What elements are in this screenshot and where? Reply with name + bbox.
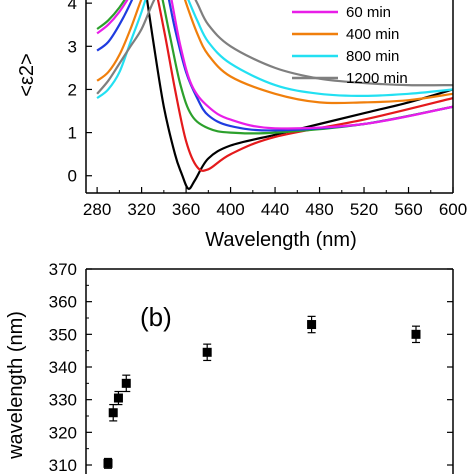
x-tick-label: 360 [172, 200, 200, 219]
y-tick-label: 1 [68, 124, 77, 143]
y-tick-label: 330 [49, 391, 77, 410]
y-tick-label: 340 [49, 358, 77, 377]
legend-label: 60 min [346, 4, 391, 21]
x-tick-label: 560 [394, 200, 422, 219]
legend-label: 400 min [346, 26, 399, 43]
legend-label: 1200 min [346, 70, 408, 87]
series-line-2 [96, 0, 453, 135]
y-tick-label: 320 [49, 423, 77, 442]
series-line-7 [96, 0, 453, 95]
series-line-0 [145, 0, 453, 190]
series-line-3 [96, 0, 453, 132]
panel-a-x-axis-title: Wavelength (nm) [205, 229, 357, 251]
data-point [411, 329, 421, 339]
data-point [202, 347, 212, 357]
legend-label: 800 min [346, 48, 399, 65]
y-tick-label: 370 [49, 260, 77, 279]
series-line-5 [96, 0, 453, 105]
y-tick-label: 310 [49, 456, 77, 474]
y-tick-label: 0 [68, 167, 77, 186]
series-line-6 [96, 0, 453, 99]
data-point [103, 458, 113, 468]
panel-a-legend: 60 min 400 min 800 min 1200 min [292, 4, 408, 87]
x-tick-label: 280 [83, 200, 111, 219]
panel-b-y-axis-title: wavelength (nm) [5, 311, 27, 460]
x-tick-label: 320 [127, 200, 155, 219]
series-line-4 [96, 0, 453, 130]
data-point [108, 408, 118, 418]
panel-b-axes: 310 320 330 340 350 360 370 [49, 260, 454, 474]
y-tick-label: 4 [68, 0, 77, 13]
series-line-1 [156, 0, 453, 172]
panel-b: 310 320 330 340 350 360 370 (b) wavelength (nm… [5, 260, 454, 474]
y-tick-label: 2 [68, 80, 77, 99]
panel-a-axes: 280320360400440480520560600012345 [68, 0, 467, 219]
panel-a-curves [96, 0, 453, 190]
data-point [121, 378, 131, 388]
x-tick-label: 520 [350, 200, 378, 219]
y-tick-label: 350 [49, 325, 77, 344]
x-tick-label: 600 [439, 200, 467, 219]
data-point [307, 320, 317, 330]
x-tick-label: 440 [261, 200, 289, 219]
x-tick-label: 400 [216, 200, 244, 219]
y-tick-label: 3 [68, 37, 77, 56]
x-tick-label: 480 [305, 200, 333, 219]
data-point [113, 393, 123, 403]
panel-a: 280320360400440480520560600012345 60 min… [16, 0, 467, 251]
panel-a-y-axis-title: <ε2> [16, 53, 38, 96]
y-tick-label: 360 [49, 293, 77, 312]
panel-b-points [103, 315, 421, 469]
panel-b-label: (b) [140, 302, 172, 332]
